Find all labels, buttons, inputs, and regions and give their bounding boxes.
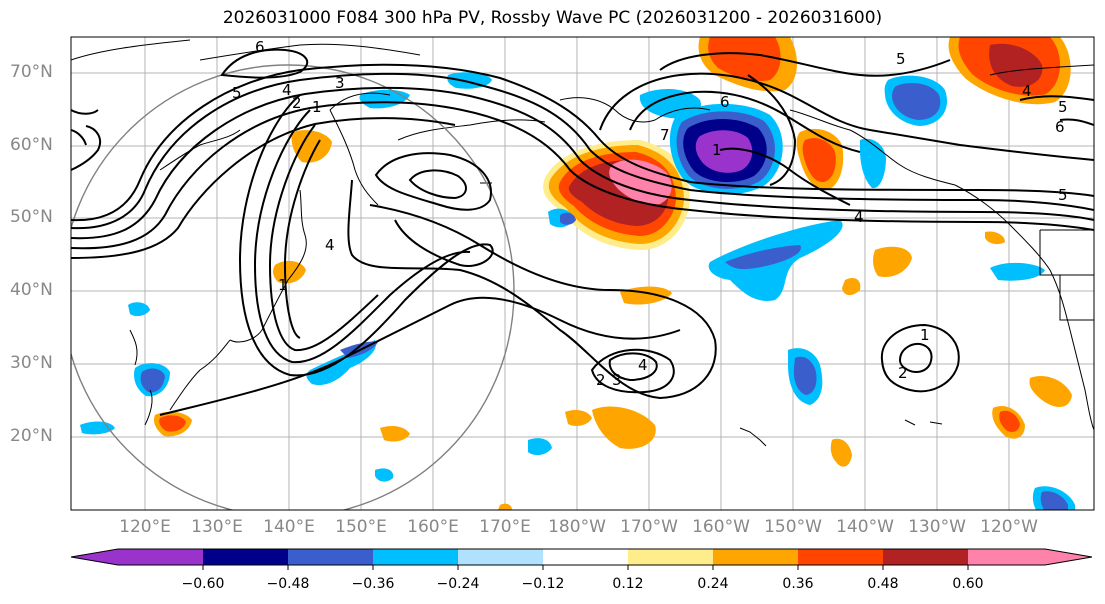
colorbar xyxy=(70,548,1093,570)
lon-label: 160°E xyxy=(407,517,459,537)
lat-label: 30°N xyxy=(10,353,53,373)
contour-label: 1 xyxy=(278,276,288,294)
contour-label: 2 xyxy=(596,371,606,389)
contour-label: 1 xyxy=(312,98,322,116)
radius-circle xyxy=(71,64,515,510)
colorbar-segment xyxy=(968,549,1045,565)
contour-label: 6 xyxy=(255,38,265,56)
contour-label: 1 xyxy=(920,326,930,344)
contour-label: 6 xyxy=(720,93,730,111)
contour-label: 4 xyxy=(282,81,292,99)
colorbar-segment xyxy=(203,549,288,565)
colorbar-tick-label: −0.48 xyxy=(266,576,310,592)
contour-label: 2 xyxy=(292,94,302,112)
colorbar-outline xyxy=(70,548,1093,566)
contour-label: 5 xyxy=(1058,186,1068,204)
colorbar-tick-label: −0.12 xyxy=(521,576,565,592)
lat-label: 60°N xyxy=(10,135,53,155)
colorbar-tick-label: −0.36 xyxy=(351,576,395,592)
contour-label: 4 xyxy=(1022,82,1032,100)
map-title: 2026031000 F084 300 hPa PV, Rossby Wave … xyxy=(222,8,883,28)
colorbar-tick-label: 0.48 xyxy=(867,576,899,592)
lon-label: 130°W xyxy=(908,517,966,537)
colorbar-extend-low xyxy=(71,549,118,565)
contour-label: 3 xyxy=(335,74,345,92)
contour-label: 4 xyxy=(854,208,864,226)
colorbar-tick-label: −0.24 xyxy=(436,576,480,592)
coastlines xyxy=(71,39,1094,447)
colorbar-tick-label: 0.12 xyxy=(612,576,644,592)
lon-label: 120°E xyxy=(119,517,171,537)
contour-label: 5 xyxy=(232,84,242,102)
lon-label: 140°W xyxy=(836,517,894,537)
colorbar-segment xyxy=(883,549,968,565)
colorbar-segment xyxy=(628,549,713,565)
lon-label: 180°W xyxy=(548,517,606,537)
lon-label: 160°W xyxy=(692,517,750,537)
contour-label: 2 xyxy=(898,364,908,382)
lat-label: 20°N xyxy=(10,426,53,446)
colorbar-segment xyxy=(373,549,458,565)
lat-label: 40°N xyxy=(10,280,53,300)
lon-label: 170°W xyxy=(620,517,678,537)
lon-label: 120°W xyxy=(980,517,1038,537)
contour-label-layer: 6 5 4 2 1 3 4 1 2 3 4 7 6 1 5 5 6 5 4 4 … xyxy=(232,38,1068,389)
lat-label: 70°N xyxy=(10,62,53,82)
colorbar-segment xyxy=(798,549,883,565)
colorbar-segment xyxy=(458,549,543,565)
colorbar-segment xyxy=(713,549,798,565)
map-border xyxy=(70,36,1095,511)
colorbar-segment xyxy=(118,549,203,565)
lon-label: 150°W xyxy=(764,517,822,537)
pv-contours xyxy=(71,48,1094,416)
contour-label: 3 xyxy=(612,371,622,389)
colorbar-tick-label: −0.60 xyxy=(181,576,225,592)
contour-label: 1 xyxy=(712,141,722,159)
colorbar-segment xyxy=(288,549,373,565)
contour-label: 4 xyxy=(325,236,335,254)
lon-label: 130°E xyxy=(191,517,243,537)
colorbar-tick-label: 0.36 xyxy=(782,576,814,592)
colorbar-tick-label: 0.60 xyxy=(952,576,984,592)
contour-label: 4 xyxy=(638,356,648,374)
colorbar-tick-label: 0.24 xyxy=(697,576,729,592)
contour-label: 5 xyxy=(896,50,906,68)
contour-label: 5 xyxy=(1058,98,1068,116)
lat-label: 50°N xyxy=(10,207,53,227)
contour-label: 6 xyxy=(1055,118,1065,136)
lon-label: 150°E xyxy=(335,517,387,537)
lon-label: 170°E xyxy=(479,517,531,537)
contour-label: 7 xyxy=(660,126,670,144)
lon-label: 140°E xyxy=(263,517,315,537)
colorbar-ticks xyxy=(202,565,969,570)
colorbar-extend-high xyxy=(1045,549,1092,565)
colorbar-segment xyxy=(543,549,628,565)
